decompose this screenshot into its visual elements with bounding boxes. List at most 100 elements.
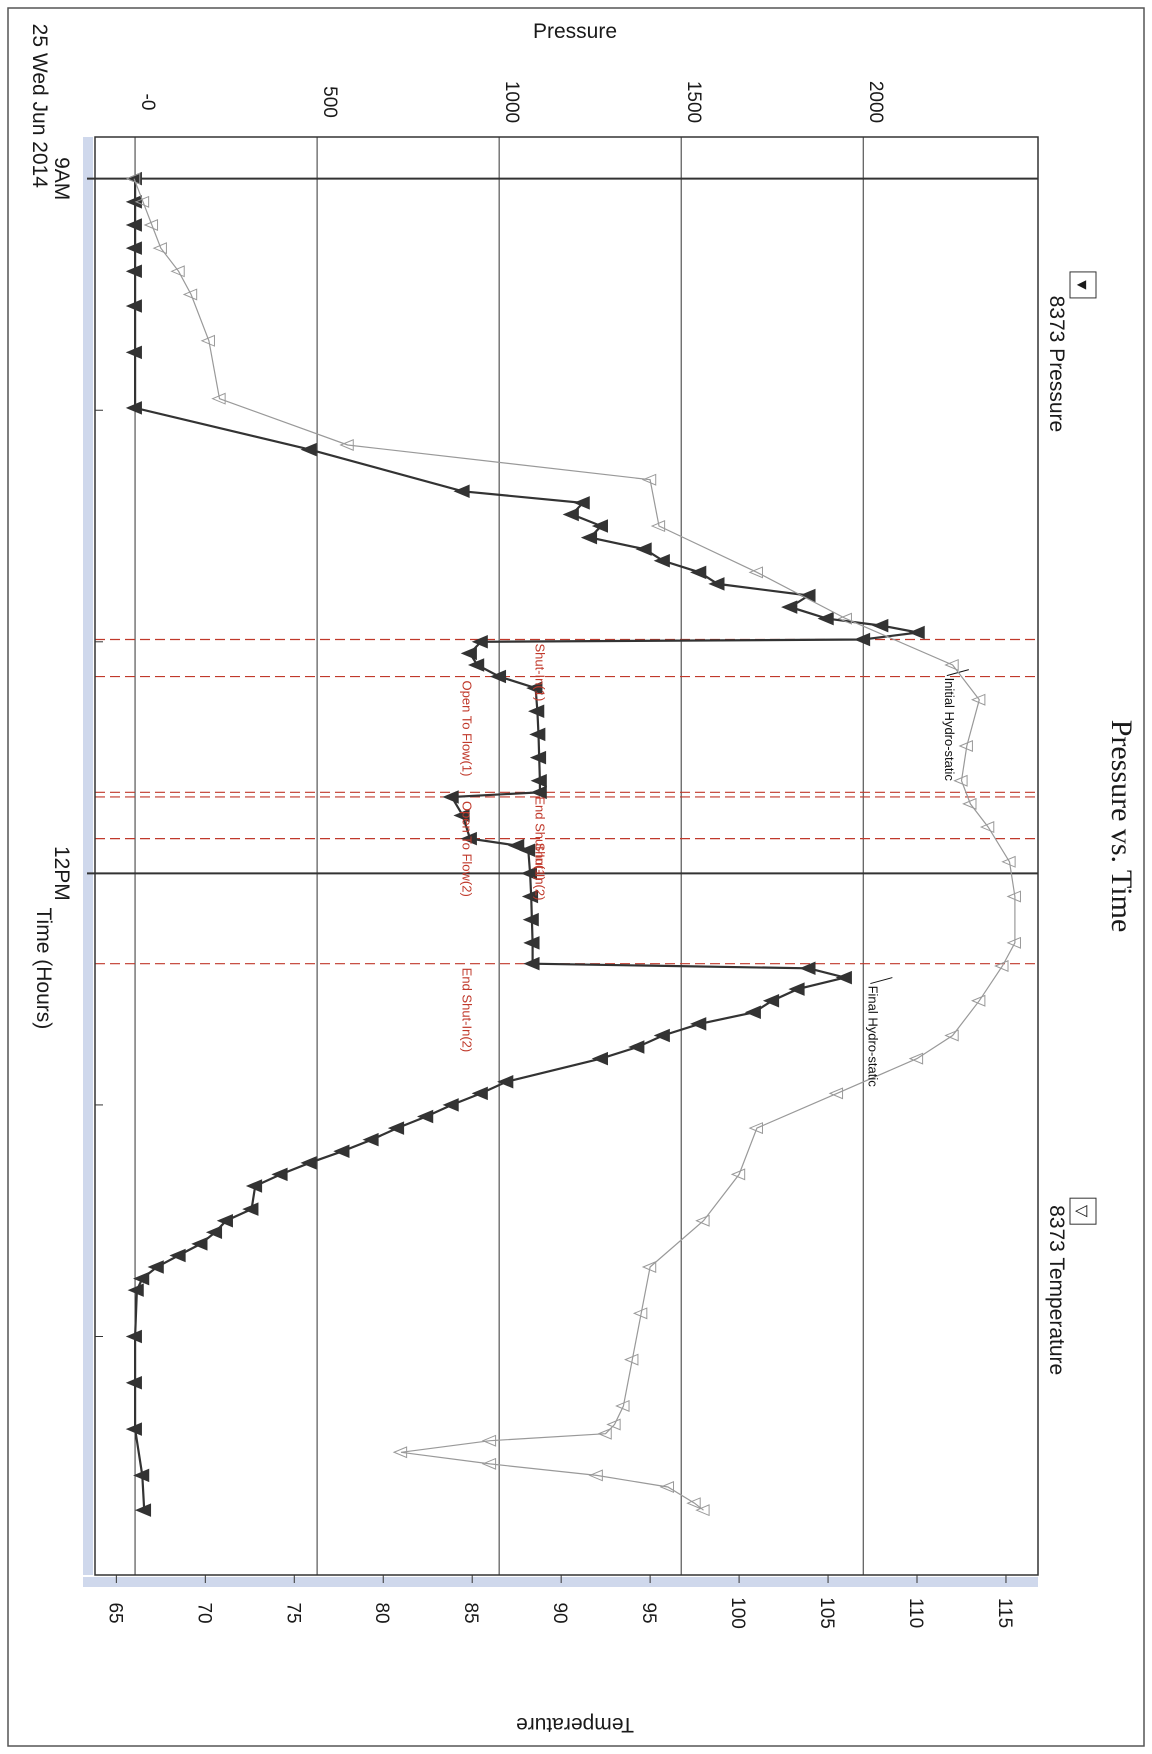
temperature-data-point: [970, 693, 986, 706]
pressure-data-point: [245, 1179, 263, 1193]
temperature-data-point: [632, 1307, 648, 1320]
temperature-data-point: [953, 774, 968, 787]
pressure-data-point: [781, 600, 798, 614]
temperature-data-point: [828, 1087, 844, 1100]
temperature-tick-label: 70: [193, 1602, 214, 1623]
axis-strip-temperature: [83, 1577, 1038, 1587]
pressure-data-point: [521, 889, 539, 904]
temperature-data-point: [125, 172, 141, 185]
temperature-data-point: [979, 821, 995, 834]
pressure-data-point: [523, 936, 540, 950]
pressure-data-point: [744, 1005, 761, 1020]
pressure-data-point: [520, 866, 537, 881]
pressure-data-point: [835, 970, 852, 985]
temperature-data-point: [641, 1261, 657, 1274]
pressure-data-point: [453, 808, 470, 823]
annotation-label: Initial Hydro-static: [942, 678, 957, 782]
pressure-data-point: [205, 1225, 223, 1240]
pressure-data-point: [489, 669, 507, 684]
pressure-tick-label: 2000: [865, 81, 886, 123]
pressure-data-point: [690, 1017, 707, 1031]
pressure-data-point: [125, 401, 142, 415]
pressure-data-point: [387, 1121, 405, 1135]
pressure-data-point: [591, 1051, 608, 1066]
pressure-data-point: [125, 1422, 142, 1436]
pressure-data-point: [788, 982, 805, 996]
annotation-leader: [870, 977, 893, 985]
temperature-data-point: [481, 1457, 497, 1470]
temperature-data-point: [962, 797, 977, 810]
pressure-tick-label: 1000: [501, 81, 522, 123]
temperature-data-point: [944, 1029, 959, 1042]
pressure-data-point: [147, 1260, 164, 1274]
pressure-tick-label: 1500: [683, 81, 704, 123]
page-border: [7, 7, 1145, 1747]
temperature-data-point: [730, 1168, 746, 1181]
temperature-data-point: [392, 1446, 408, 1459]
temperature-data-point: [588, 1469, 603, 1482]
event-label: Open To Flow(1): [460, 681, 475, 777]
temperature-data-point: [695, 1504, 710, 1517]
temperature-data-point: [1006, 890, 1021, 903]
pressure-tick-label: -0: [137, 94, 158, 111]
pressure-series-line: [134, 178, 919, 1511]
pressure-data-point: [300, 1156, 317, 1170]
pressure-data-point: [362, 1132, 379, 1147]
pressure-data-point: [526, 681, 543, 695]
event-label: End Shut-In(1): [533, 796, 548, 881]
pressure-data-point: [762, 993, 780, 1008]
pressure-data-point: [133, 1271, 150, 1286]
temperature-data-point: [182, 288, 198, 301]
temperature-tick-label: 95: [638, 1602, 659, 1623]
temperature-tick-label: 65: [104, 1602, 125, 1623]
pressure-data-point: [530, 773, 547, 788]
pressure-data-point: [528, 704, 545, 719]
legend-temperature-symbol: ▽: [1073, 1205, 1090, 1218]
pressure-data-point: [125, 241, 142, 255]
pressure-data-point: [872, 618, 889, 633]
pressure-data-point: [508, 838, 525, 853]
temperature-data-point: [143, 218, 159, 231]
event-label: End Shut-In(2): [460, 968, 475, 1053]
pressure-data-point: [471, 1086, 488, 1101]
pressure-axis-label: Pressure: [533, 20, 617, 43]
pressure-data-point: [529, 727, 546, 742]
pressure-data-point: [125, 1329, 142, 1344]
pressure-data-point: [635, 542, 652, 556]
temperature-data-point: [481, 1434, 497, 1447]
pressure-data-point: [690, 565, 707, 580]
temperature-data-point: [152, 242, 167, 255]
temperature-tick-label: 115: [994, 1598, 1015, 1628]
temperature-tick-label: 80: [371, 1602, 392, 1623]
pressure-data-point: [460, 646, 477, 661]
pressure-data-point: [125, 1376, 142, 1390]
temperature-data-point: [994, 959, 1009, 972]
pressure-data-point: [708, 577, 725, 591]
pressure-data-point: [417, 1109, 434, 1124]
pressure-data-point: [133, 1468, 150, 1483]
pressure-data-point: [522, 912, 539, 927]
temperature-data-point: [908, 1052, 924, 1065]
time-tick-label: 9AM: [50, 157, 73, 200]
temperature-data-point: [1001, 855, 1016, 868]
pressure-data-point: [453, 484, 470, 499]
temperature-data-point: [1006, 936, 1021, 949]
pressure-data-point: [169, 1248, 186, 1263]
temperature-axis-label: Temperature: [516, 1713, 634, 1736]
temperature-data-point: [958, 740, 973, 753]
temperature-tick-label: 75: [282, 1602, 303, 1623]
pressure-data-point: [127, 1283, 144, 1297]
temperature-data-point: [615, 1399, 630, 1412]
temperature-data-point: [624, 1353, 639, 1366]
time-tick-label: 12PM: [50, 846, 73, 901]
temperature-data-point: [170, 265, 185, 278]
temperature-data-point: [339, 438, 354, 451]
x-axis-label: Time (Hours): [32, 907, 55, 1029]
temperature-data-point: [211, 392, 226, 405]
pressure-data-point: [442, 1098, 459, 1112]
temperature-tick-label: 100: [727, 1597, 748, 1629]
pressure-tick-label: 500: [319, 86, 340, 118]
pressure-data-point: [216, 1213, 233, 1228]
temperature-data-point: [200, 334, 215, 347]
pressure-data-point: [333, 1144, 350, 1158]
